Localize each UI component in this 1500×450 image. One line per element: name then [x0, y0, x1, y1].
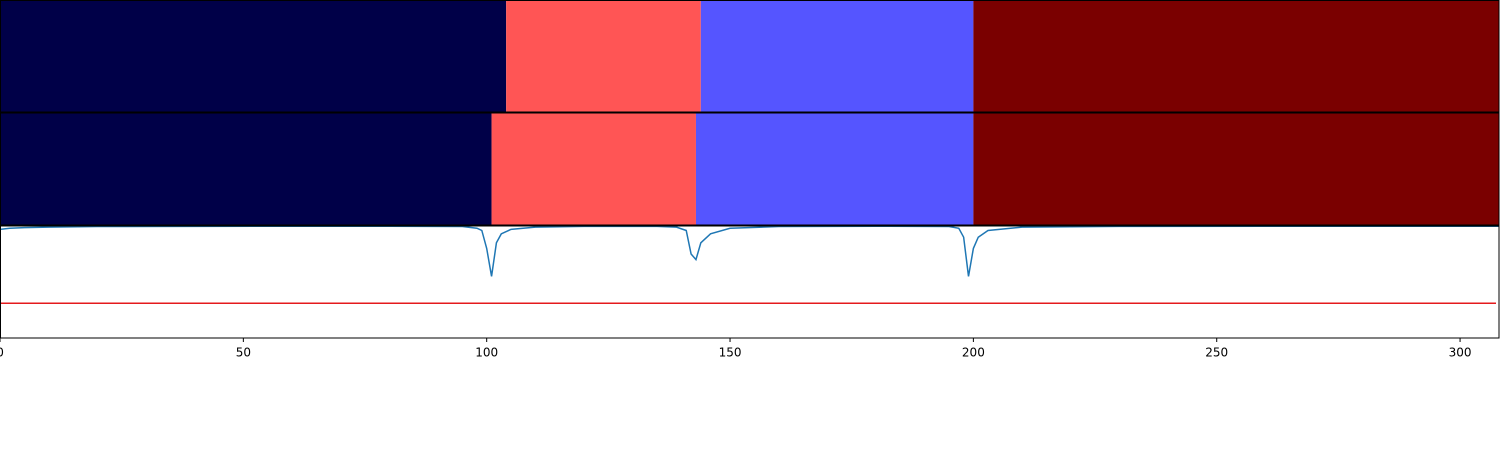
confidence-line — [0, 225, 1499, 277]
x-tick-label: 0 — [0, 346, 4, 360]
row-frame — [0, 0, 1500, 113]
x-tick-label: 250 — [1205, 346, 1228, 360]
segment — [506, 0, 701, 112]
segment — [973, 0, 1499, 112]
x-tick-label: 150 — [719, 346, 742, 360]
segment — [695, 113, 974, 225]
segment — [0, 0, 507, 112]
x-tick-label: 200 — [962, 346, 985, 360]
plot-frame — [0, 225, 1500, 339]
row-frame — [0, 112, 1500, 226]
segment — [491, 113, 696, 225]
x-tick-label: 100 — [475, 346, 498, 360]
segment — [973, 113, 1499, 225]
segment — [700, 0, 974, 112]
x-tick-label: 300 — [1449, 346, 1472, 360]
segment — [0, 113, 492, 225]
x-tick-label: 50 — [236, 346, 251, 360]
